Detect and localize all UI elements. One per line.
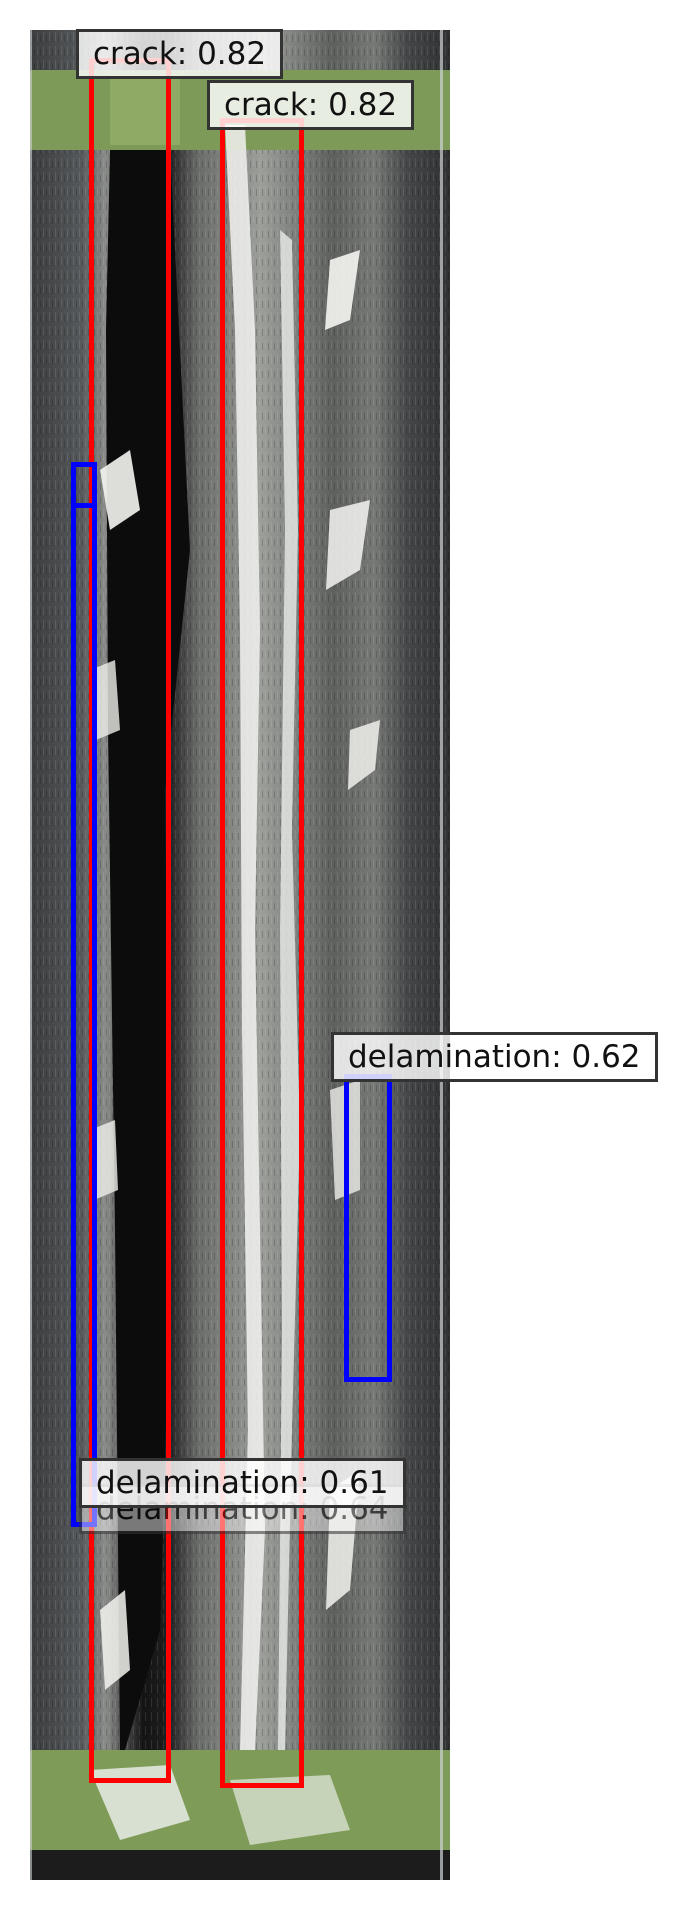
detection-label-delamination-5: delamination: 0.61 [79, 1458, 406, 1508]
crack-box-2 [220, 118, 304, 1788]
delamination-box-2 [71, 462, 97, 508]
white-band-2 [278, 230, 300, 1750]
detection-label-crack-2: crack: 0.82 [207, 80, 415, 130]
delamination-box-3 [344, 1074, 392, 1382]
delamination-box-1 [71, 462, 97, 1527]
detection-label-delamination-3: delamination: 0.62 [331, 1032, 658, 1082]
core-sample-photo [30, 30, 450, 1880]
core-sample-image [30, 30, 450, 1880]
detection-label-crack-1: crack: 0.82 [76, 29, 284, 79]
white-band-1 [225, 125, 265, 1750]
